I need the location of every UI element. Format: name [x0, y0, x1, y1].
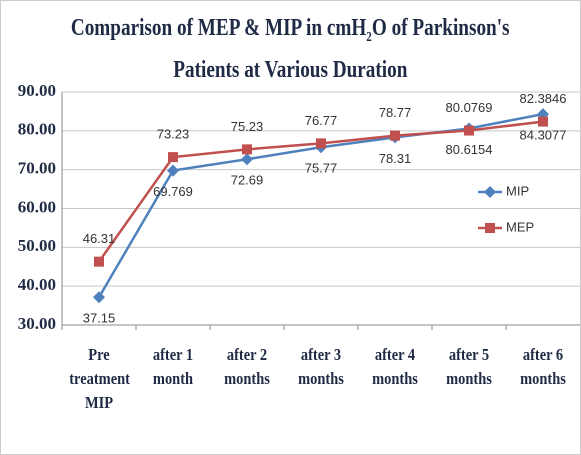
marker — [538, 116, 548, 127]
y-tick-label: 80.00 — [18, 120, 56, 139]
title-subscript: 2 — [366, 29, 373, 45]
data-label: 75.77 — [305, 161, 338, 176]
title-part: O of Parkinson's — [372, 15, 510, 41]
data-label: 69.769 — [153, 184, 193, 199]
marker — [241, 153, 253, 166]
legend-label: MEP — [506, 219, 534, 234]
x-tick-label: after 5 months — [446, 345, 492, 388]
x-tick-label: after 3 months — [298, 345, 344, 388]
y-tick-label: 30.00 — [18, 314, 56, 333]
chart-title: Comparison of MEP & MIP in cmH2O of Park… — [0, 12, 581, 86]
x-tick-label: after 4 months — [372, 345, 418, 388]
data-label: 75.23 — [231, 119, 264, 134]
data-label: 80.0769 — [446, 100, 493, 115]
marker — [167, 164, 179, 177]
data-label: 37.15 — [83, 311, 116, 326]
y-tick-label: 90.00 — [18, 81, 56, 100]
x-tick-label: after 2 months — [224, 345, 270, 388]
legend-marker — [484, 186, 496, 198]
title-part: Patients at Various Duration — [173, 56, 408, 83]
data-label: 78.31 — [379, 151, 412, 166]
marker — [242, 144, 252, 155]
x-tick-label: after 6 months — [520, 345, 566, 388]
y-tick-label: 60.00 — [18, 197, 56, 216]
marker — [93, 291, 105, 304]
data-label: 76.77 — [305, 113, 338, 128]
y-tick-label: 40.00 — [18, 275, 56, 294]
marker — [464, 125, 474, 136]
data-label: 84.3077 — [520, 128, 567, 143]
data-label: 82.3846 — [520, 91, 567, 106]
x-tick-label: after 1 month — [152, 345, 194, 388]
marker — [168, 152, 178, 163]
y-tick-label: 70.00 — [18, 159, 56, 178]
y-tick-label: 50.00 — [18, 236, 56, 255]
data-label: 78.77 — [379, 105, 412, 120]
marker — [316, 138, 326, 149]
marker — [94, 256, 104, 267]
data-label: 73.23 — [157, 127, 190, 142]
data-label: 46.31 — [83, 231, 116, 246]
title-part: Comparison of MEP & MIP in cmH — [71, 15, 367, 41]
data-label: 80.6154 — [446, 142, 493, 157]
data-label: 72.69 — [231, 173, 264, 188]
legend-marker — [485, 223, 495, 233]
marker — [390, 130, 400, 141]
legend-label: MIP — [506, 183, 529, 198]
x-tick-label: Pre treatment MIP — [69, 345, 130, 412]
